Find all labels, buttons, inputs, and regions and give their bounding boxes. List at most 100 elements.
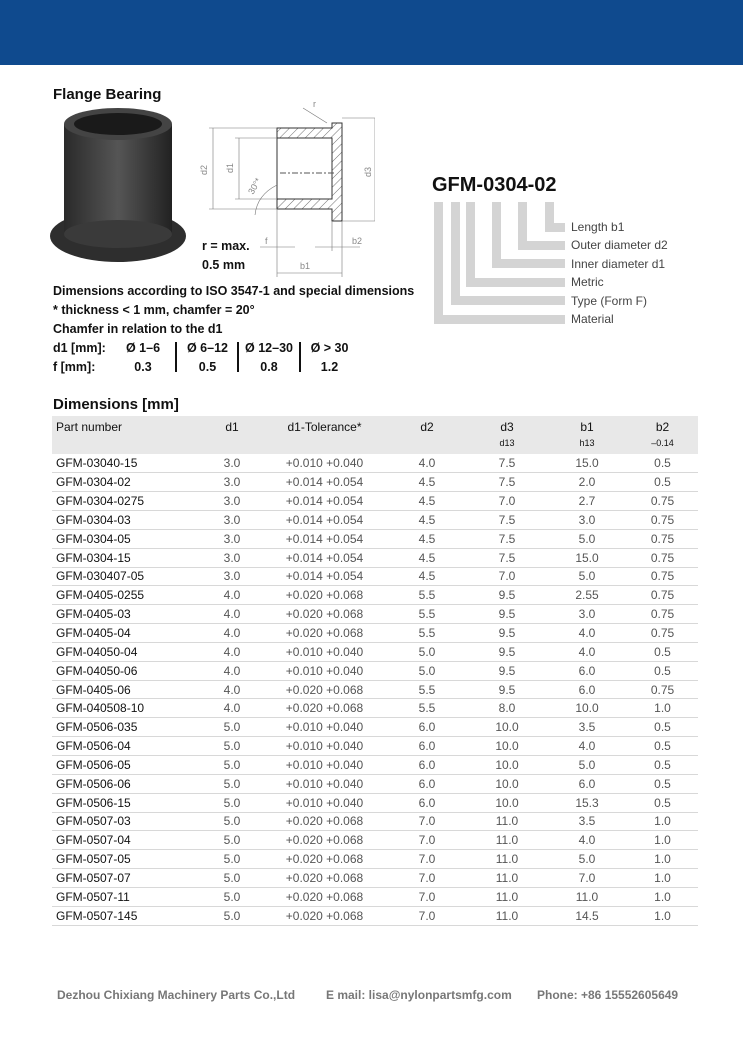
table-cell: 10.0 xyxy=(467,717,547,738)
table-row: GFM-0507-04 5.0 +0.020 +0.068 7.0 11.0 4.0 1.0 xyxy=(52,830,698,851)
column-subheader: –0.14 xyxy=(627,438,698,454)
divider xyxy=(299,342,301,372)
table-cell: 4.0 xyxy=(202,642,262,662)
table-cell: 1.0 xyxy=(627,830,698,851)
table-cell: 5.0 xyxy=(202,812,262,832)
table-cell: 7.0 xyxy=(387,906,467,926)
part-number-cell: GFM-0506-06 xyxy=(52,774,202,794)
table-cell: 5.0 xyxy=(387,661,467,681)
part-number-cell: GFM-0506-035 xyxy=(52,717,202,738)
table-cell: 5.5 xyxy=(387,623,467,643)
table-cell: 6.0 xyxy=(547,661,627,681)
divider xyxy=(237,342,239,372)
table-cell: 11.0 xyxy=(467,849,547,870)
column-header: d1-Tolerance* xyxy=(262,416,387,438)
note-1: Dimensions according to ISO 3547-1 and s… xyxy=(53,284,415,298)
part-number-cell: GFM-0507-04 xyxy=(52,830,202,851)
table-row: GFM-0507-11 5.0 +0.020 +0.068 7.0 11.0 11.0 1.… xyxy=(52,887,698,907)
chamfer-cell: Ø 12–30 xyxy=(245,341,293,355)
note-3: Chamfer in relation to the d1 xyxy=(53,322,223,336)
table-cell: 9.5 xyxy=(467,604,547,625)
table-row: GFM-0405-04 4.0 +0.020 +0.068 5.5 9.5 4.0 0.75 xyxy=(52,623,698,643)
table-cell: 11.0 xyxy=(467,906,547,926)
table-cell: 3.0 xyxy=(202,548,262,568)
part-number-cell: GFM-0506-15 xyxy=(52,793,202,813)
part-number-cell: GFM-0304-02 xyxy=(52,472,202,493)
table-row: GFM-0506-05 5.0 +0.010 +0.040 6.0 10.0 5.0 0.5 xyxy=(52,755,698,775)
footer-company: Dezhou Chixiang Machinery Parts Co.,Ltd xyxy=(57,988,296,1002)
table-cell: +0.010 +0.040 xyxy=(262,774,387,794)
table-row: GFM-03040-15 3.0 +0.010 +0.040 4.0 7.5 15.0 0.… xyxy=(52,454,698,474)
column-header: b2 xyxy=(627,416,698,438)
table-cell: +0.010 +0.040 xyxy=(262,736,387,756)
table-cell: 5.0 xyxy=(202,887,262,907)
footer-phone: Phone: +86 15552605649 xyxy=(537,988,679,1002)
table-cell: 14.5 xyxy=(547,906,627,926)
table-cell: 7.5 xyxy=(467,529,547,549)
table-cell: 0.5 xyxy=(627,661,698,681)
table-cell: 11.0 xyxy=(467,812,547,832)
table-cell: +0.014 +0.054 xyxy=(262,529,387,549)
table-cell: 15.0 xyxy=(547,548,627,568)
chamfer-cell: 1.2 xyxy=(320,360,339,374)
table-cell: 5.0 xyxy=(202,830,262,851)
column-subheader xyxy=(52,438,202,454)
part-number-cell: GFM-0304-05 xyxy=(52,529,202,549)
part-number-cell: GFM-030407-05 xyxy=(52,567,202,587)
part-number-cell: GFM-03040-15 xyxy=(52,454,202,474)
table-row: GFM-0507-07 5.0 +0.020 +0.068 7.0 11.0 7.0 1.0 xyxy=(52,868,698,888)
table-cell: 3.0 xyxy=(202,567,262,587)
table-cell: +0.014 +0.054 xyxy=(262,510,387,530)
column-header: d3 xyxy=(467,416,547,438)
table-cell: 0.5 xyxy=(627,736,698,756)
table-cell: 0.5 xyxy=(627,454,698,474)
table-cell: 0.75 xyxy=(627,510,698,530)
table-cell: 5.0 xyxy=(202,755,262,775)
table-cell: 7.5 xyxy=(467,548,547,568)
part-number-cell: GFM-04050-06 xyxy=(52,661,202,681)
table-cell: 4.0 xyxy=(547,736,627,756)
column-header: d2 xyxy=(387,416,467,438)
table-cell: +0.020 +0.068 xyxy=(262,698,387,719)
r-label: r xyxy=(313,99,316,109)
header-band xyxy=(0,0,743,65)
part-number-cell: GFM-040508-10 xyxy=(52,698,202,719)
table-cell: 11.0 xyxy=(467,887,547,907)
part-number-cell: GFM-0507-05 xyxy=(52,849,202,870)
table-cell: 4.0 xyxy=(202,604,262,625)
table-cell: 7.5 xyxy=(467,454,547,474)
table-cell: +0.014 +0.054 xyxy=(262,472,387,493)
table-cell: 5.0 xyxy=(547,567,627,587)
table-cell: 6.0 xyxy=(387,717,467,738)
table-cell: 4.0 xyxy=(202,680,262,700)
part-number-cell: GFM-0405-03 xyxy=(52,604,202,625)
footer-email[interactable]: E mail: lisa@nylonpartsmfg.com xyxy=(326,988,512,1002)
column-subheader: d13 xyxy=(467,438,547,454)
table-cell: 7.0 xyxy=(387,868,467,888)
part-number-cell: GFM-0507-145 xyxy=(52,906,202,926)
table-row: GFM-0304-02 3.0 +0.014 +0.054 4.5 7.5 2.0 0.5 xyxy=(52,472,698,493)
table-cell: 6.0 xyxy=(387,755,467,775)
table-cell: 2.55 xyxy=(547,585,627,606)
angle-label: 30°* xyxy=(246,176,263,196)
table-row: GFM-0405-06 4.0 +0.020 +0.068 5.5 9.5 6.0 0.75 xyxy=(52,680,698,700)
table-cell: 11.0 xyxy=(467,868,547,888)
table-cell: 3.5 xyxy=(547,717,627,738)
legend-material: Material xyxy=(571,312,614,326)
table-cell: +0.020 +0.068 xyxy=(262,887,387,907)
divider xyxy=(175,342,177,372)
table-cell: 5.0 xyxy=(202,906,262,926)
code-legend-brackets xyxy=(434,202,565,324)
r-note-1: r = max. xyxy=(202,239,250,253)
table-cell: 0.5 xyxy=(627,793,698,813)
table-cell: 4.0 xyxy=(387,454,467,474)
table-row: GFM-0506-035 5.0 +0.010 +0.040 6.0 10.0 3.5 0.… xyxy=(52,717,698,738)
table-cell: 7.0 xyxy=(547,868,627,888)
table-cell: 4.5 xyxy=(387,491,467,512)
table-cell: 6.0 xyxy=(387,774,467,794)
note-2: * thickness < 1 mm, chamfer = 20° xyxy=(53,303,255,317)
table-cell: 5.0 xyxy=(547,529,627,549)
column-subheader xyxy=(262,438,387,454)
table-cell: 5.0 xyxy=(547,755,627,775)
table-cell: 7.0 xyxy=(387,812,467,832)
